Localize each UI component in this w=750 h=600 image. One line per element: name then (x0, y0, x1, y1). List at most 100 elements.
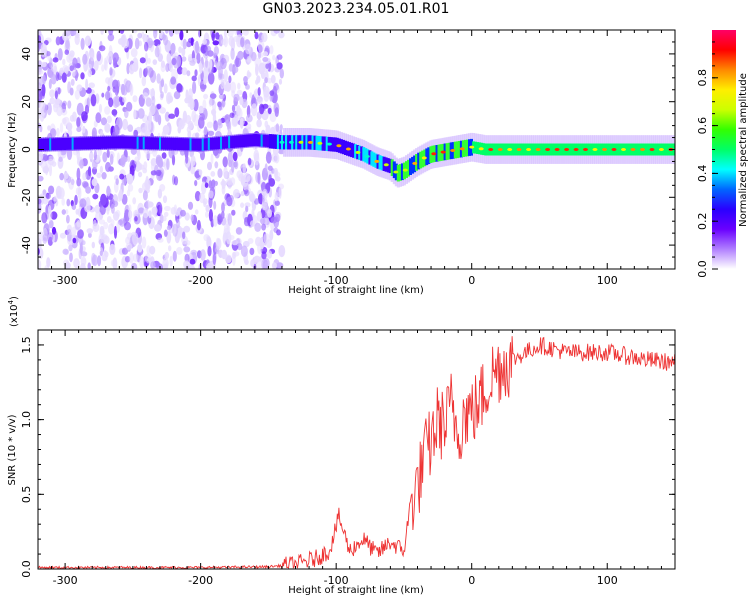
y-tick-label: -20 (20, 188, 33, 206)
ridge-core (315, 135, 319, 151)
colorbar-tick-label: 0.6 (696, 117, 709, 135)
noise-blob (113, 124, 120, 136)
ridge-core (655, 143, 658, 156)
noise-blob (76, 177, 82, 187)
noise-blob (276, 54, 283, 60)
noise-blob (212, 215, 218, 227)
ridge-core (415, 154, 419, 171)
ridge-core (276, 134, 280, 150)
noise-blob (280, 248, 284, 256)
noise-blob (168, 245, 172, 252)
ridge-hotspot (440, 150, 446, 154)
noise-blob (195, 132, 200, 138)
noise-blob (112, 194, 118, 205)
ridge-core (181, 138, 185, 151)
noise-blob (124, 221, 131, 231)
ridge-core (287, 135, 291, 150)
noise-blob (98, 103, 103, 114)
ridge-core (618, 143, 622, 156)
noise-blob (91, 178, 98, 187)
noise-blob (95, 93, 100, 104)
noise-blob (278, 78, 283, 85)
ridge-core (657, 143, 661, 156)
noise-blob (67, 123, 73, 131)
noise-blob (106, 149, 110, 158)
noise-blob (64, 30, 71, 37)
noise-blob (141, 31, 145, 40)
noise-blob (144, 67, 148, 77)
noise-blob (239, 117, 244, 129)
noise-blob (108, 223, 115, 235)
ridge-core (203, 138, 207, 151)
noise-blob (194, 180, 198, 187)
noise-blob (64, 172, 69, 180)
noise-blob (243, 76, 248, 83)
noise-blob (176, 218, 181, 229)
noise-blob (59, 232, 67, 239)
noise-blob (267, 165, 273, 171)
noise-blob (98, 45, 106, 52)
noise-blob (51, 226, 57, 235)
ridge-core (453, 141, 457, 159)
ridge-core (636, 143, 640, 156)
ridge-hotspot (412, 161, 418, 165)
noise-blob (39, 108, 45, 122)
x-tick-label: -100 (324, 274, 349, 287)
noise-blob (149, 245, 156, 255)
ridge-core (551, 143, 555, 156)
noise-blob (210, 171, 216, 177)
noise-blob (49, 128, 57, 138)
ridge-core (244, 134, 248, 147)
ridge-core (159, 137, 162, 150)
noise-blob (184, 212, 190, 221)
noise-blob (271, 262, 277, 269)
noise-blob (253, 255, 261, 263)
noise-blob (207, 130, 215, 136)
ridge-core (323, 136, 327, 151)
ridge-hotspot (326, 142, 332, 146)
noise-blob (200, 249, 206, 261)
ridge-core (321, 136, 325, 151)
noise-blob (87, 63, 92, 72)
colorbar-rect (712, 30, 736, 269)
noise-blob (75, 209, 79, 215)
noise-blob (146, 201, 154, 208)
noise-blob (178, 119, 185, 130)
noise-blob (150, 261, 156, 269)
noise-blob (254, 222, 262, 232)
noise-blob (62, 116, 70, 127)
noise-blob (125, 242, 133, 251)
noise-blob (218, 93, 225, 100)
noise-blob (227, 213, 232, 226)
noise-blob (268, 178, 276, 187)
noise-blob (159, 80, 163, 94)
ridge-core (295, 135, 299, 150)
noise-blob (198, 169, 203, 176)
noise-blob (275, 176, 281, 182)
ridge-core (51, 138, 55, 151)
noise-blob (254, 57, 262, 68)
noise-blob (166, 158, 170, 171)
noise-blob (223, 35, 229, 48)
ridge-core (156, 137, 160, 150)
noise-blob (57, 149, 62, 159)
noise-blob (102, 151, 108, 163)
noise-blob (274, 200, 280, 206)
noise-blob (254, 31, 259, 40)
ridge-core (183, 138, 187, 151)
noise-blob (245, 43, 251, 55)
noise-blob (240, 37, 245, 48)
noise-blob (49, 89, 55, 98)
noise-blob (187, 130, 192, 139)
ridge-core (285, 135, 288, 150)
noise-blob (232, 151, 238, 162)
noise-blob (61, 72, 67, 83)
noise-blob (198, 105, 204, 115)
noise-blob (218, 213, 222, 220)
noise-blob (251, 103, 258, 117)
noise-blob (262, 57, 269, 62)
ridge-core (447, 142, 451, 160)
noise-blob (264, 77, 268, 84)
ridge-core (98, 137, 101, 149)
ridge-core (136, 136, 140, 149)
